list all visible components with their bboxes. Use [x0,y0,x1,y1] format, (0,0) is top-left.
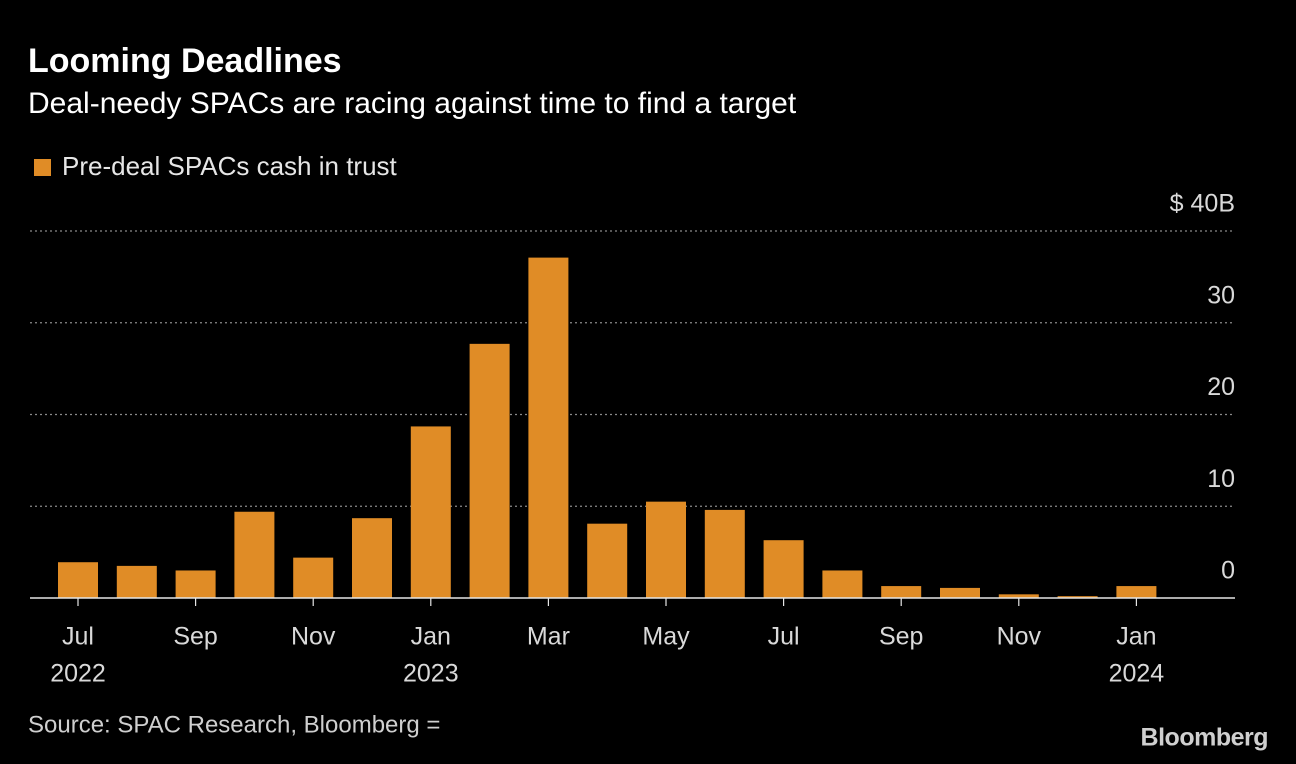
bar [1057,596,1098,598]
bar [293,557,334,598]
bar [116,565,157,598]
x-tick-label: Jan [1116,623,1156,651]
x-year-label: 2024 [1109,660,1165,688]
chart-title: Looming Deadlines [28,42,342,80]
x-tick-label: Sep [879,623,923,651]
y-tick-label: 10 [1207,465,1235,493]
bar [528,257,569,598]
bar [998,594,1039,598]
bar [234,511,275,598]
brand-logo: Bloomberg [1141,724,1268,752]
bar [822,570,863,598]
bar [646,501,686,598]
x-tick-label: Sep [173,623,217,651]
y-tick-label: 20 [1207,373,1235,401]
x-tick-label: Jan [411,623,451,651]
bar [410,426,451,598]
source-note: Source: SPAC Research, Bloomberg = [28,711,440,738]
x-tick-label: Jul [62,623,94,651]
legend-swatch [34,159,51,176]
bar [469,343,510,598]
y-tick-label: 30 [1207,281,1235,309]
bar [587,523,628,598]
bar [1116,586,1157,598]
x-tick-label: Nov [291,623,336,651]
bar [704,509,745,598]
chart-subtitle: Deal-needy SPACs are racing against time… [28,87,797,120]
x-tick-label: Jul [768,623,800,651]
bar [881,586,922,598]
x-tick-label: Mar [527,623,570,651]
x-tick-label: May [642,623,690,651]
y-tick-label: $ 40B [1170,190,1235,218]
bar [940,587,980,598]
y-tick-label: 0 [1221,557,1235,585]
x-tick-label: Nov [997,623,1042,651]
bar [763,540,804,598]
x-year-label: 2023 [403,660,459,688]
x-year-label: 2022 [50,660,106,688]
bar [58,562,98,598]
bar [352,518,392,598]
legend-label: Pre-deal SPACs cash in trust [62,151,398,181]
bar [175,570,216,598]
